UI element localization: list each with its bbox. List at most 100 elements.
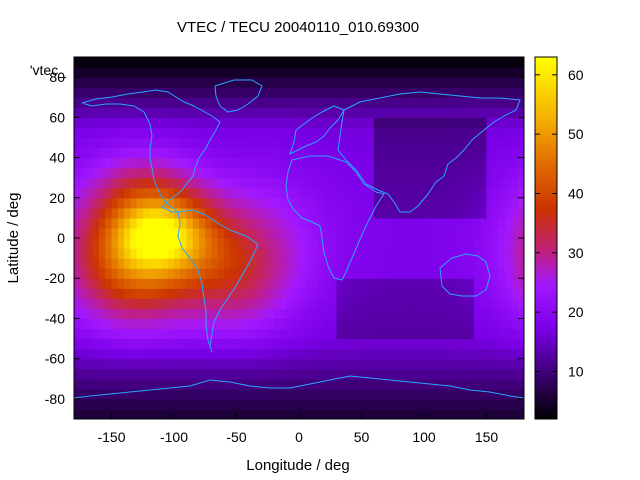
heatmap-cell bbox=[330, 278, 338, 289]
heatmap-cell bbox=[417, 358, 425, 370]
heatmap-cell bbox=[417, 197, 425, 209]
heatmap-cell bbox=[342, 378, 350, 390]
heatmap-cell bbox=[299, 137, 306, 149]
heatmap-cell bbox=[349, 147, 356, 159]
heatmap-cell bbox=[467, 278, 475, 289]
heatmap-cell bbox=[217, 358, 225, 370]
heatmap-cell bbox=[349, 408, 356, 419]
heatmap-cell bbox=[349, 157, 356, 169]
heatmap-cell bbox=[417, 408, 425, 419]
heatmap-cell bbox=[430, 67, 438, 78]
heatmap-cell bbox=[261, 157, 269, 169]
heatmap-cell bbox=[386, 107, 394, 118]
heatmap-cell bbox=[455, 127, 463, 139]
heatmap-cell bbox=[117, 117, 125, 128]
heatmap-cell bbox=[74, 77, 81, 88]
heatmap-cell bbox=[461, 117, 469, 128]
heatmap-cell bbox=[474, 187, 481, 199]
heatmap-cell bbox=[155, 268, 163, 279]
heatmap-cell bbox=[149, 248, 156, 259]
heatmap-cell bbox=[411, 147, 419, 159]
heatmap-cell bbox=[242, 328, 250, 340]
heatmap-cell bbox=[499, 67, 506, 78]
heatmap-cell bbox=[386, 388, 394, 400]
heatmap-cell bbox=[149, 408, 156, 419]
heatmap-cell bbox=[292, 207, 300, 219]
heatmap-cell bbox=[80, 258, 88, 269]
heatmap-cell bbox=[86, 238, 94, 249]
heatmap-cell bbox=[167, 227, 175, 239]
heatmap-cell bbox=[255, 117, 263, 128]
heatmap-cell bbox=[180, 308, 188, 320]
heatmap-cell bbox=[411, 358, 419, 370]
heatmap-cell bbox=[511, 147, 519, 159]
heatmap-cell bbox=[261, 147, 269, 159]
heatmap-cell bbox=[105, 147, 113, 159]
heatmap-cell bbox=[361, 338, 369, 350]
heatmap-cell bbox=[92, 147, 100, 159]
heatmap-cell bbox=[192, 187, 200, 199]
heatmap-cell bbox=[386, 127, 394, 139]
heatmap-cell bbox=[499, 378, 506, 390]
heatmap-cell bbox=[392, 117, 400, 128]
heatmap-cell bbox=[217, 117, 225, 128]
heatmap-cell bbox=[255, 358, 263, 370]
coastline-south-america bbox=[177, 209, 259, 353]
heatmap-cell bbox=[492, 187, 500, 199]
heatmap-cell bbox=[355, 227, 363, 239]
heatmap-cell bbox=[324, 217, 331, 229]
heatmap-cell bbox=[142, 358, 150, 370]
heatmap-cell bbox=[342, 328, 350, 340]
heatmap-cell bbox=[305, 147, 313, 159]
heatmap-cell bbox=[80, 227, 88, 239]
heatmap-cell bbox=[111, 278, 119, 289]
heatmap-cell bbox=[111, 157, 119, 169]
heatmap-cell bbox=[436, 87, 444, 98]
heatmap-cell bbox=[130, 217, 138, 229]
heatmap-cell bbox=[174, 318, 181, 330]
heatmap-cell bbox=[236, 408, 244, 419]
heatmap-cell bbox=[317, 338, 325, 350]
heatmap-cell bbox=[305, 348, 313, 360]
heatmap-cell bbox=[255, 258, 263, 269]
heatmap-cell bbox=[342, 67, 350, 78]
heatmap-cell bbox=[224, 298, 231, 309]
x-tick-label: -100 bbox=[160, 429, 188, 445]
heatmap-cell bbox=[511, 197, 519, 209]
heatmap-cell bbox=[380, 197, 388, 209]
heatmap-cell bbox=[86, 298, 94, 309]
heatmap-cell bbox=[267, 288, 275, 299]
heatmap-cell bbox=[205, 318, 213, 330]
heatmap-cell bbox=[480, 67, 488, 78]
heatmap-cell bbox=[299, 117, 306, 128]
heatmap-cell bbox=[136, 268, 144, 279]
heatmap-cell bbox=[486, 97, 494, 108]
heatmap-cell bbox=[161, 137, 169, 149]
heatmap-cell bbox=[155, 187, 163, 199]
heatmap-cell bbox=[130, 147, 138, 159]
heatmap-cell bbox=[249, 268, 256, 279]
heatmap-cell bbox=[86, 358, 94, 370]
heatmap-cell bbox=[261, 207, 269, 219]
heatmap-cell bbox=[399, 258, 406, 269]
heatmap-cell bbox=[311, 348, 319, 360]
heatmap-cell bbox=[392, 137, 400, 149]
heatmap-cell bbox=[342, 137, 350, 149]
heatmap-cell bbox=[167, 398, 175, 410]
heatmap-cell bbox=[517, 298, 524, 309]
heatmap-cell bbox=[86, 398, 94, 410]
heatmap-cell bbox=[205, 368, 213, 380]
heatmap-cell bbox=[155, 227, 163, 239]
heatmap-cell bbox=[292, 408, 300, 419]
heatmap-cell bbox=[430, 238, 438, 249]
heatmap-cell bbox=[217, 187, 225, 199]
heatmap-cell bbox=[492, 368, 500, 380]
heatmap-cell bbox=[355, 117, 363, 128]
heatmap-cell bbox=[92, 207, 100, 219]
heatmap-cell bbox=[374, 67, 381, 78]
heatmap-cell bbox=[174, 358, 181, 370]
heatmap-cell bbox=[167, 258, 175, 269]
heatmap-cell bbox=[517, 197, 524, 209]
heatmap-cell bbox=[399, 117, 406, 128]
heatmap-cell bbox=[449, 157, 456, 169]
